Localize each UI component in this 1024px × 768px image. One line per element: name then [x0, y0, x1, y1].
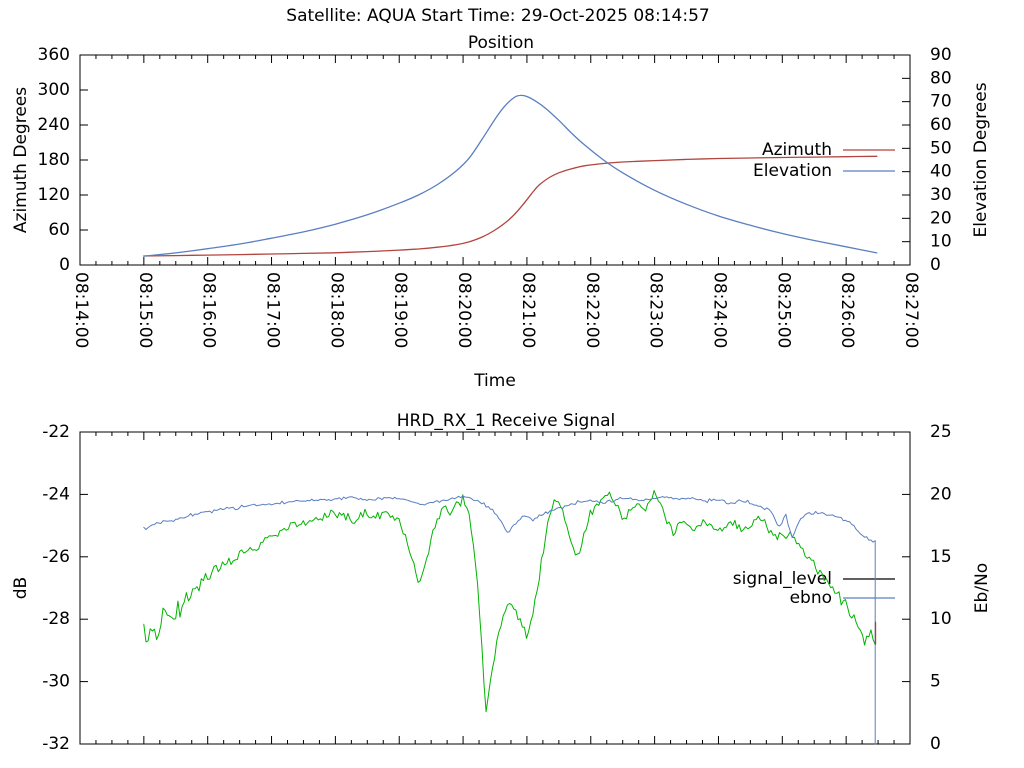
time-axis-title: Time [473, 371, 516, 391]
y-left-tick-label: 240 [38, 115, 70, 135]
ebno-axis-title: Eb/No [972, 563, 992, 613]
y-right-tick-label: 0 [930, 255, 941, 275]
legend-label-elevation: Elevation [753, 161, 832, 181]
x-tick-label: 08:23:00 [646, 272, 666, 348]
series-ebno-line [143, 495, 876, 745]
y-left-tick-label: -30 [42, 672, 70, 692]
receive-signal-chart: -32 -30 -28 -26 -24 -22 0 5 10 15 20 25 [42, 422, 951, 754]
y-right-tick-label: 10 [930, 232, 952, 252]
y-right-tick-label: 40 [930, 162, 952, 182]
x-tick-label: 08:15:00 [135, 272, 155, 348]
y-left-tick-label: 60 [48, 220, 70, 240]
y-right-tick-label: 0 [930, 734, 941, 754]
azimuth-axis-title: Azimuth Degrees [11, 87, 31, 233]
x-tick-label: 08:24:00 [709, 272, 729, 348]
y-right-tick-label: 20 [930, 208, 952, 228]
x-tick-label: 08:27:00 [901, 272, 921, 348]
x-tick-label: 08:21:00 [518, 272, 538, 348]
y-right-tick-label: 80 [930, 68, 952, 88]
x-tick-label: 08:20:00 [454, 272, 474, 348]
y-right-tick-label: 90 [930, 45, 952, 65]
x-tick-label: 08:18:00 [326, 272, 346, 348]
y-right-tick-label: 70 [930, 92, 952, 112]
y-right-tick-label: 10 [930, 609, 952, 629]
y-right-tick-label: 5 [930, 672, 941, 692]
y-left-tick-label: -24 [42, 484, 70, 504]
position-chart-title: Position [468, 33, 534, 53]
legend-label-ebno: ebno [790, 588, 832, 608]
elevation-axis-title: Elevation Degrees [971, 82, 991, 237]
series-elevation-line [143, 94, 878, 257]
main-title: Satellite: AQUA Start Time: 29-Oct-2025 … [286, 6, 709, 26]
y-right-tick-label: 15 [930, 547, 952, 567]
y-right-tick-label: 30 [930, 185, 952, 205]
y-left-tick-label: -28 [42, 609, 70, 629]
y-left-tick-label: 300 [38, 80, 70, 100]
y-left-tick-label: -22 [42, 422, 70, 442]
x-tick-label: 08:16:00 [199, 272, 219, 348]
y-right-tick-label: 50 [930, 138, 952, 158]
y-right-tick-label: 60 [930, 115, 952, 135]
y-right-tick-label: 25 [930, 422, 952, 442]
axis-ticks [79, 54, 911, 266]
x-tick-label: 08:26:00 [837, 272, 857, 348]
x-tick-label: 08:25:00 [773, 272, 793, 348]
y-left-tick-label: 120 [38, 185, 70, 205]
x-tick-label: 08:19:00 [390, 272, 410, 348]
x-tick-label: 08:17:00 [263, 272, 283, 348]
receive-signal-chart-title: HRD_RX_1 Receive Signal [397, 411, 616, 431]
y-right-tick-label: 20 [930, 484, 952, 504]
series-azimuth-line [143, 155, 878, 257]
y-left-tick-label: 180 [38, 150, 70, 170]
legend-label-signal-level: signal_level [733, 569, 832, 589]
position-chart: 08:14:00 08:15:00 08:16:00 08:17:00 08:18:00… [38, 45, 952, 348]
axis-ticks [79, 431, 911, 745]
x-tick-label: 08:14:00 [71, 272, 91, 348]
y-left-tick-label: -26 [42, 547, 70, 567]
x-tick-label: 08:22:00 [582, 272, 602, 348]
y-left-tick-label: -32 [42, 734, 70, 754]
db-axis-title: dB [11, 577, 31, 599]
series-signal-level-line [143, 490, 876, 713]
y-left-tick-label: 360 [38, 45, 70, 65]
y-left-tick-label: 0 [59, 255, 70, 275]
legend-label-azimuth: Azimuth [762, 140, 832, 160]
plot-frame [79, 54, 911, 266]
